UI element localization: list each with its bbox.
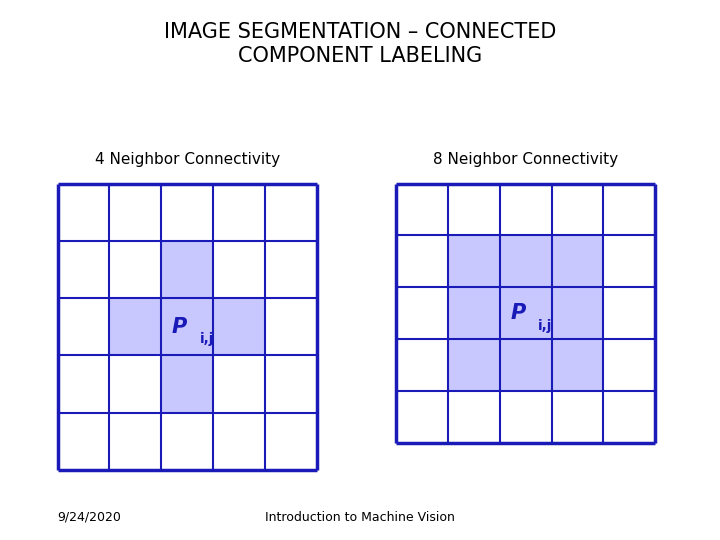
Text: IMAGE SEGMENTATION – CONNECTED
COMPONENT LABELING: IMAGE SEGMENTATION – CONNECTED COMPONENT…: [164, 22, 556, 66]
Bar: [552, 287, 603, 339]
Bar: [500, 287, 552, 339]
Bar: [161, 355, 213, 413]
Bar: [448, 339, 500, 391]
Bar: [109, 298, 161, 355]
Text: i,j: i,j: [538, 319, 552, 333]
Bar: [213, 298, 265, 355]
Bar: [552, 339, 603, 391]
Text: 9/24/2020: 9/24/2020: [58, 511, 122, 524]
Bar: [161, 298, 213, 355]
Bar: [500, 339, 552, 391]
Text: P: P: [172, 316, 187, 337]
Text: P: P: [510, 303, 526, 323]
Text: 8 Neighbor Connectivity: 8 Neighbor Connectivity: [433, 152, 618, 167]
Bar: [500, 235, 552, 287]
Bar: [161, 241, 213, 298]
Bar: [448, 287, 500, 339]
Bar: [552, 235, 603, 287]
Text: Introduction to Machine Vision: Introduction to Machine Vision: [265, 511, 455, 524]
Text: i,j: i,j: [199, 332, 214, 346]
Text: 4 Neighbor Connectivity: 4 Neighbor Connectivity: [94, 152, 280, 167]
Bar: [448, 235, 500, 287]
